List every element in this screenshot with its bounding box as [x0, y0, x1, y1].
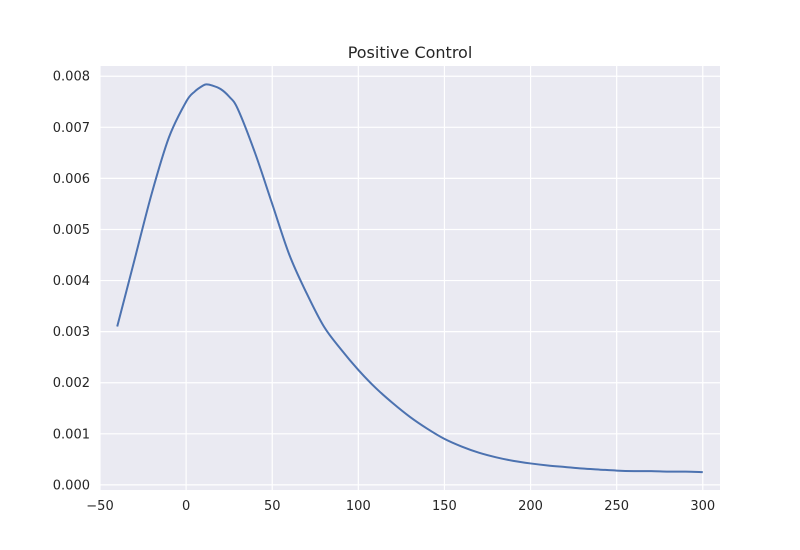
- x-tick-label: 100: [346, 499, 371, 514]
- y-tick-label: 0.004: [53, 274, 90, 289]
- x-tick-label: 50: [264, 499, 281, 514]
- x-tick-label: 250: [604, 499, 629, 514]
- y-tick-label: 0.002: [53, 376, 90, 391]
- chart-title: Positive Control: [348, 43, 473, 62]
- x-tick-label: 150: [432, 499, 457, 514]
- series-line-0: [116, 83, 703, 474]
- y-tick-label: 0.001: [53, 427, 90, 442]
- x-tick-label: 0: [182, 499, 190, 514]
- y-axis-ticks: 0.000 0.001 0.002 0.003 0.004 0.005 0.006 0.007…: [53, 70, 90, 494]
- plot-background: [100, 66, 720, 490]
- y-tick-label: 0.000: [53, 478, 90, 493]
- y-tick-label: 0.003: [53, 325, 90, 340]
- x-axis-ticks: −50 0 50 100 150 200 250 300: [86, 499, 715, 514]
- grid: [99, 66, 720, 490]
- x-tick-label: 300: [690, 499, 715, 514]
- y-tick-label: 0.008: [53, 70, 90, 85]
- y-tick-label: 0.006: [53, 172, 90, 187]
- y-tick-label: 0.007: [53, 121, 90, 136]
- x-tick-label: −50: [86, 499, 113, 514]
- x-tick-label: 200: [518, 499, 543, 514]
- y-tick-label: 0.005: [53, 223, 90, 238]
- series-group: [116, 83, 703, 474]
